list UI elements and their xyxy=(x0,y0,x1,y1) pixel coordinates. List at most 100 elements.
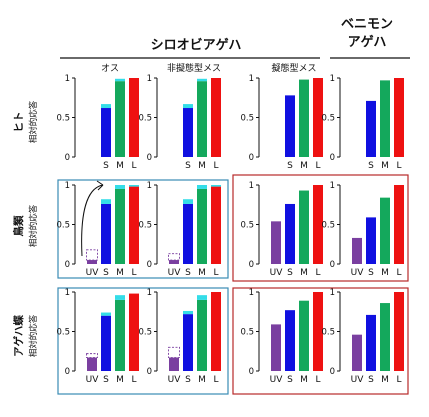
row-title-0: ヒト xyxy=(13,112,25,133)
x-label-S: S xyxy=(368,375,374,385)
panel-0-3: 0 0.5 1 S M L xyxy=(321,74,404,171)
panel-2-1: 0 0.5 1 UV S M L xyxy=(138,288,221,385)
y-tick-label: 0 xyxy=(147,153,152,163)
x-label-S: S xyxy=(185,161,191,171)
x-label-S: S xyxy=(287,268,293,278)
bar-UV xyxy=(352,237,362,264)
bar-cap-L xyxy=(211,185,221,187)
bar-S xyxy=(366,217,376,264)
uv-arrow-line xyxy=(81,184,104,257)
bar-M xyxy=(299,300,309,371)
bar-L xyxy=(313,292,323,371)
group-header-benimon-line1: ベニモン xyxy=(341,17,393,32)
bar-L xyxy=(211,78,221,157)
y-tick-label: 1 xyxy=(249,74,254,84)
group-header-shiroobi: シロオビアゲハ xyxy=(151,37,242,53)
bar-L xyxy=(313,78,323,157)
row-ylabel-2: 相対的応答 xyxy=(28,314,39,357)
panel-1-1: 0 0.5 1 UV S M L xyxy=(138,181,221,278)
bar-M xyxy=(115,299,125,371)
panel-2-2: 0 0.5 1 UV S M L xyxy=(240,288,323,385)
row-ylabel-0: 相対的応答 xyxy=(28,100,39,143)
bar-cap-M xyxy=(115,295,125,300)
x-label-S: S xyxy=(287,161,293,171)
x-label-L: L xyxy=(131,161,136,171)
bar-S xyxy=(101,203,111,264)
x-label-M: M xyxy=(381,268,389,278)
x-label-L: L xyxy=(213,161,218,171)
group-header-benimon-line2: アゲハ xyxy=(348,34,387,50)
y-tick-label: 0 xyxy=(65,260,70,270)
y-tick-label: 1 xyxy=(147,181,152,191)
y-tick-label: 0 xyxy=(330,153,335,163)
y-tick-label: 1 xyxy=(65,288,70,298)
y-tick-label: 0.5 xyxy=(240,328,254,338)
x-label-M: M xyxy=(381,161,389,171)
bar-L xyxy=(129,293,139,371)
bar-dashed-UV xyxy=(86,353,98,359)
y-tick-label: 0 xyxy=(65,153,70,163)
x-label-L: L xyxy=(213,375,218,385)
y-tick-label: 0.5 xyxy=(321,114,335,124)
bar-dashed-UV xyxy=(86,249,98,261)
bar-M xyxy=(197,299,207,371)
x-label-S: S xyxy=(185,375,191,385)
bird-left-frame xyxy=(57,179,229,279)
y-tick-label: 0 xyxy=(249,367,254,377)
bar-M xyxy=(197,188,207,264)
panel-1-2: 0 0.5 1 UV S M L xyxy=(240,181,323,278)
x-label-L: L xyxy=(213,268,218,278)
butterfly-right-frame xyxy=(232,287,409,395)
x-label-UV: UV xyxy=(168,375,182,385)
uv-arrow xyxy=(81,180,104,257)
bar-UV xyxy=(271,324,281,371)
bar-UV xyxy=(169,260,179,264)
bar-L xyxy=(129,186,139,264)
x-label-L: L xyxy=(315,161,320,171)
x-label-S: S xyxy=(368,268,374,278)
row-ylabel-1: 相対的応答 xyxy=(28,204,39,247)
x-label-L: L xyxy=(396,268,401,278)
bar-UV xyxy=(87,260,97,264)
y-tick-label: 0 xyxy=(147,367,152,377)
bar-cap-S xyxy=(183,310,193,315)
y-tick-label: 0 xyxy=(330,367,335,377)
x-label-L: L xyxy=(396,375,401,385)
bar-L xyxy=(313,185,323,264)
butterfly-left-frame xyxy=(57,287,229,395)
x-label-M: M xyxy=(198,268,206,278)
x-label-UV: UV xyxy=(270,375,284,385)
bar-cap-M xyxy=(115,185,125,189)
bar-M xyxy=(115,188,125,264)
bar-cap-M xyxy=(115,78,125,82)
x-label-UV: UV xyxy=(86,268,100,278)
bar-cap-M xyxy=(197,78,207,82)
bar-M xyxy=(380,303,390,371)
panel-1-0: 0 0.5 1 UV S M L xyxy=(56,181,139,278)
y-tick-label: 0 xyxy=(65,367,70,377)
x-label-L: L xyxy=(131,375,136,385)
bird-right-frame xyxy=(232,174,409,282)
y-tick-label: 1 xyxy=(65,74,70,84)
y-tick-label: 0.5 xyxy=(138,221,152,231)
y-tick-label: 0.5 xyxy=(138,114,152,124)
bar-UV xyxy=(169,357,179,371)
x-label-M: M xyxy=(300,161,308,171)
y-tick-label: 0.5 xyxy=(321,221,335,231)
x-label-M: M xyxy=(116,375,124,385)
panel-2-0: 0 0.5 1 UV S M L xyxy=(56,288,139,385)
bar-M xyxy=(380,197,390,264)
x-label-UV: UV xyxy=(86,375,100,385)
y-tick-label: 1 xyxy=(147,288,152,298)
bar-S xyxy=(285,95,295,157)
bar-M xyxy=(380,80,390,157)
y-tick-label: 0.5 xyxy=(56,114,70,124)
panel-0-0: 0 0.5 1 S M L xyxy=(56,74,139,171)
row-title-1: 鳥類 xyxy=(12,215,25,236)
panel-0-1: 0 0.5 1 S M L xyxy=(138,74,221,171)
y-tick-label: 0.5 xyxy=(56,221,70,231)
bar-cap-S xyxy=(183,199,193,204)
bar-cap-S xyxy=(183,104,193,109)
